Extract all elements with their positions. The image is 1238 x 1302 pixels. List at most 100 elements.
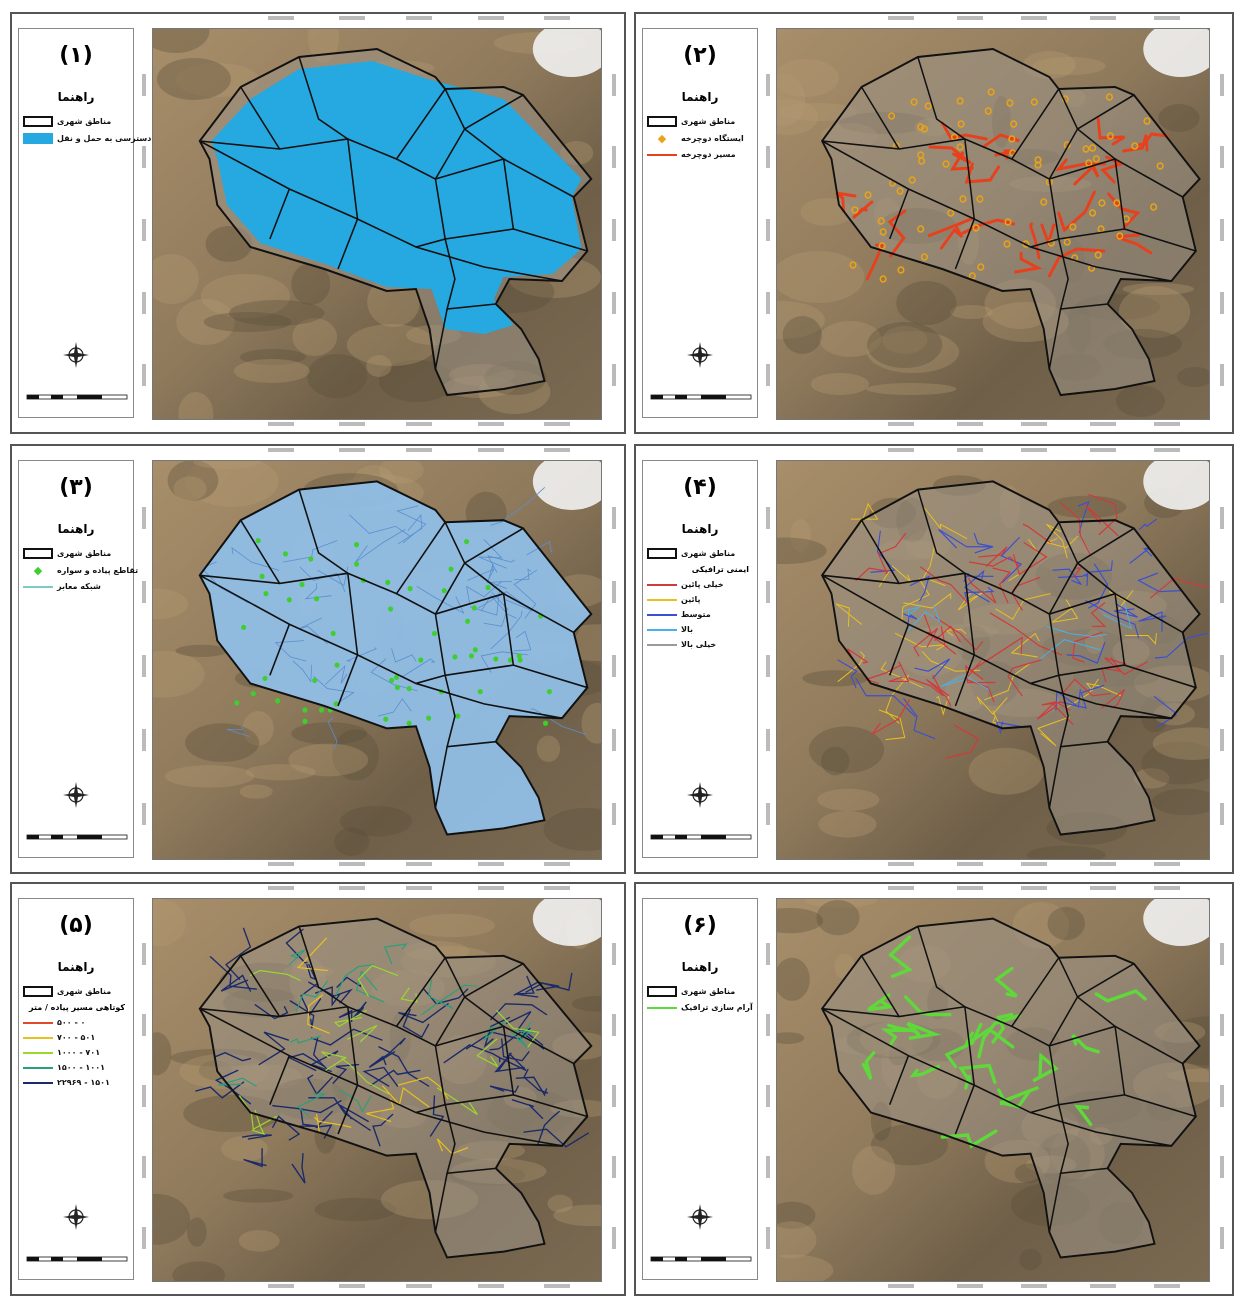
- intersection-point: [452, 654, 458, 660]
- walk-segment-701: [239, 1095, 278, 1131]
- bike-station: [977, 263, 985, 271]
- terrain-texture: [1141, 741, 1209, 785]
- coordinate-tick: [142, 580, 146, 603]
- cloud-patch: [532, 461, 601, 510]
- coordinate-tick: [1021, 422, 1048, 426]
- traffic-calming-route: [996, 1086, 1039, 1103]
- coordinate-tick: [956, 862, 983, 866]
- coordinate-tick: [339, 422, 366, 426]
- traffic-calming-route: [888, 935, 913, 979]
- urban-district-swatch: [23, 548, 53, 559]
- district-boundary: [917, 489, 966, 574]
- terrain-texture: [242, 711, 274, 746]
- terrain-texture: [153, 29, 210, 53]
- terrain-texture: [239, 784, 273, 799]
- terrain-texture: [178, 392, 214, 419]
- terrain-texture: [543, 807, 601, 851]
- terrain-texture: [867, 331, 960, 373]
- walk-segment-long: [285, 928, 308, 964]
- legend-item: مناطق شهری: [23, 116, 129, 127]
- transit-access-area: [211, 61, 582, 334]
- terrain-texture: [777, 1032, 805, 1044]
- district-boundary: [199, 140, 563, 282]
- terrain-texture: [1026, 845, 1106, 859]
- street-segment: [513, 569, 538, 619]
- walk-segment-501: [307, 994, 330, 1034]
- bike-station: [920, 125, 929, 133]
- bike-station: [1150, 203, 1158, 211]
- intersection-point: [282, 551, 288, 557]
- city-boundary: [198, 47, 593, 397]
- coordinate-tick: [956, 448, 983, 452]
- coordinate-tick: [1089, 862, 1116, 866]
- coordinate-tick: [142, 1013, 146, 1036]
- intersection-point: [477, 688, 483, 695]
- street-segment: [478, 539, 507, 569]
- terrain-texture: [153, 588, 189, 620]
- safety-segment-low: [1046, 523, 1068, 559]
- coordinate-ticks-bottom: [636, 862, 1232, 870]
- coordinate-tick: [142, 1156, 146, 1179]
- safety-segment-very-low: [1036, 703, 1074, 725]
- intersection-point: [485, 584, 491, 591]
- intersection-point: [471, 605, 477, 611]
- bike-station: [1030, 98, 1038, 106]
- bike-station: [917, 225, 925, 233]
- satellite-map: [153, 461, 601, 859]
- walk-segment-701: [249, 969, 301, 981]
- walk-segment-long: [429, 1095, 445, 1137]
- safety-segment-medium: [1138, 518, 1157, 530]
- coordinate-tick: [766, 364, 770, 387]
- urban-district-swatch: [647, 116, 677, 127]
- bike-station: [878, 242, 886, 250]
- walk-segment-long: [272, 1100, 342, 1114]
- street-segment: [483, 592, 508, 627]
- district-boundary: [337, 138, 359, 270]
- bike-station: [877, 217, 885, 225]
- safety-segment-medium: [903, 698, 936, 740]
- district-boundary: [199, 1008, 563, 1147]
- legend-item: ◆ تقاطع پیاده و سواره: [23, 565, 138, 576]
- terrain-texture: [173, 476, 207, 501]
- district-boundary: [434, 746, 448, 809]
- walk-segment-long: [299, 1109, 318, 1127]
- safety-segment-medium: [914, 658, 951, 679]
- coordinate-tick: [142, 73, 146, 96]
- cloud-patch: [532, 899, 601, 947]
- bike-station: [1010, 120, 1018, 128]
- district-boundary: [396, 1025, 447, 1114]
- coordinate-tick: [766, 1085, 770, 1107]
- terrain-texture: [192, 461, 262, 470]
- safety-segment-very-low: [1072, 631, 1103, 663]
- terrain-texture: [968, 747, 1044, 795]
- district-boundary: [888, 188, 910, 240]
- north-arrow-icon: [687, 1204, 713, 1230]
- safety-segment-high: [1046, 625, 1108, 638]
- district-boundary: [888, 1055, 910, 1105]
- terrain-texture: [802, 670, 869, 687]
- coordinate-tick: [612, 291, 616, 314]
- bike-station: [1156, 162, 1164, 170]
- safety-segment-very-low: [992, 567, 1011, 604]
- bike-station: [1040, 198, 1048, 206]
- terrain-texture: [366, 355, 392, 377]
- safety-segment-low: [894, 632, 947, 651]
- legend-class-label: ۱۰۰۱ - ۱۵۰۰: [57, 1063, 105, 1072]
- satellite-map: [777, 461, 1209, 859]
- district-boundary: [954, 1006, 975, 1135]
- intersection-point: [302, 718, 308, 724]
- street-segment: [470, 588, 501, 616]
- district-boundary: [1058, 675, 1108, 748]
- street-segment: [480, 651, 529, 673]
- terrain-texture: [870, 1124, 948, 1166]
- safety-segment-medium: [903, 613, 918, 627]
- line-swatch: [647, 583, 677, 586]
- bike-station: [851, 206, 859, 214]
- scale-bar: [26, 394, 128, 400]
- district-boundary: [239, 519, 281, 584]
- city-boundary: [820, 480, 1201, 836]
- safety-segment-medium: [938, 528, 992, 549]
- district-boundary: [1049, 592, 1126, 677]
- terrain-texture: [1032, 57, 1106, 75]
- terrain-texture: [782, 316, 823, 354]
